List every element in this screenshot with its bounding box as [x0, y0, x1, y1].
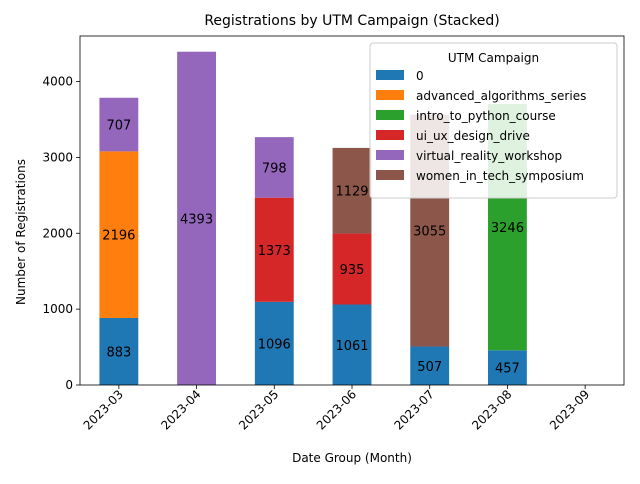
chart-title: Registrations by UTM Campaign (Stacked) — [204, 13, 499, 29]
legend: UTM Campaign 0 advanced_algorithms_seriesi… — [369, 42, 618, 199]
bar-value-label: 798 — [262, 161, 287, 176]
bar-segment-2023-03-advanced_algorithms_series — [99, 151, 139, 319]
bar-segment-2023-06-ui_ux_design_drive — [332, 233, 372, 305]
legend-swatch — [376, 70, 404, 80]
x-tick-label: 2023-05 — [236, 387, 281, 432]
bar-segment-2023-05-virtual_reality_workshop — [254, 137, 294, 198]
y-tick-label: 0 — [65, 378, 73, 392]
legend-title: UTM Campaign — [448, 51, 539, 65]
bar-value-label: 1061 — [335, 339, 368, 354]
x-axis-label: Date Group (Month) — [292, 451, 412, 465]
legend-swatch — [376, 130, 404, 140]
bar-segment-2023-04-virtual_reality_workshop — [177, 51, 216, 385]
legend-entry: intro_to_python_course — [416, 109, 556, 123]
legend-swatch — [376, 110, 404, 120]
x-tick-label: 2023-06 — [314, 387, 359, 432]
legend-entry: women_in_tech_symposium — [416, 169, 584, 183]
bar-value-label: 3246 — [491, 221, 524, 236]
bar-value-labels: 883 2196 707 4393 1096 1373 798 1061 935 1129 507 3… — [102, 119, 524, 377]
y-tick-label: 3000 — [42, 150, 73, 164]
legend-swatch — [376, 90, 404, 100]
x-tick-label: 2023-03 — [81, 387, 126, 432]
bar-segment-2023-07-0 — [410, 346, 450, 385]
y-tick-label: 4000 — [42, 75, 73, 89]
bar-segment-2023-05-ui_ux_design_drive — [254, 197, 294, 302]
bar-value-label: 935 — [340, 263, 365, 278]
x-tick-label: 2023-08 — [469, 387, 514, 432]
bar-segment-2023-06-women_in_tech_symposium — [332, 147, 372, 234]
bar-value-label: 457 — [495, 362, 520, 377]
bar-value-label: 707 — [106, 119, 131, 134]
bar-value-label: 1373 — [258, 244, 291, 259]
y-tick-label: 2000 — [42, 226, 73, 240]
bar-value-label: 1096 — [258, 337, 291, 352]
legend-box — [369, 42, 618, 199]
legend-entry: virtual_reality_workshop — [416, 149, 562, 163]
bar-value-label: 2196 — [102, 229, 135, 244]
bar-segment-2023-03-0 — [99, 318, 139, 385]
bar-segment-2023-08-0 — [488, 350, 527, 385]
legend-swatch — [376, 150, 404, 160]
bar-value-label: 3055 — [413, 225, 446, 240]
bar-value-label: 4393 — [180, 212, 213, 227]
legend-entry: 0 — [416, 69, 424, 83]
bar-segment-2023-05-0 — [254, 301, 294, 385]
x-tick-label: 2023-09 — [547, 387, 592, 432]
bar-segment-2023-06-0 — [332, 304, 372, 385]
legend-swatch — [376, 170, 404, 180]
bar-value-label: 883 — [106, 346, 131, 361]
y-tick-label: 1000 — [42, 302, 73, 316]
x-tick-label: 2023-07 — [391, 387, 436, 432]
legend-entry: ui_ux_design_drive — [416, 129, 530, 143]
bar-segment-2023-03-virtual_reality_workshop — [99, 97, 139, 152]
y-axis-label: Number of Registrations — [14, 159, 28, 305]
x-tick-label: 2023-04 — [158, 387, 203, 432]
bars-layer — [99, 51, 527, 385]
legend-entry: advanced_algorithms_series — [416, 89, 586, 103]
bar-value-label: 507 — [417, 360, 442, 375]
bar-value-label: 1129 — [335, 185, 368, 200]
